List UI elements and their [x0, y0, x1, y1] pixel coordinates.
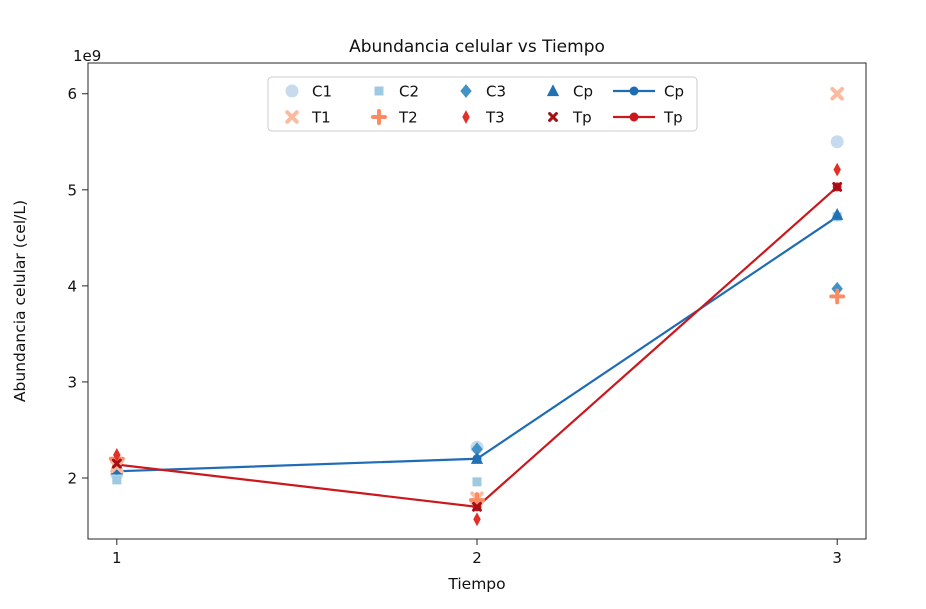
series-Tp-point — [472, 501, 482, 512]
legend-label: T2 — [398, 109, 418, 127]
series-T2-point — [469, 492, 485, 509]
axes: 1 2 3 2 3 4 5 6 — [67, 85, 842, 567]
legend-frame — [267, 76, 698, 132]
legend-label: Cp — [664, 83, 684, 101]
x-axis-label: Tiempo — [447, 575, 505, 593]
legend-marker — [462, 110, 470, 124]
series-Cp-point — [831, 208, 844, 220]
series-Tp-point — [832, 182, 843, 192]
legend-marker — [374, 86, 384, 96]
series-T2-point — [829, 288, 846, 305]
series-Tp-point — [111, 458, 122, 469]
series-C2-point — [472, 477, 482, 487]
series-T3-point — [833, 162, 841, 177]
legend-entry-T1: T1 — [285, 109, 331, 127]
series-C1-point — [830, 135, 844, 149]
axes-border — [87, 62, 867, 540]
series-Cp-point — [470, 452, 484, 464]
legend: C1 T1 C2 T2 C3 T3 Cp Tp Cp Tp — [267, 76, 698, 132]
legend-marker — [629, 112, 639, 122]
x-tick-label: 1 — [112, 549, 122, 567]
legend-label: Cp — [573, 83, 593, 101]
legend-marker — [285, 110, 299, 124]
legend-label: T3 — [485, 109, 505, 127]
legend-marker — [548, 112, 558, 122]
series-C3-point — [471, 442, 483, 457]
x-tick-label: 2 — [472, 549, 482, 567]
legend-entry-T2: T2 — [371, 109, 418, 127]
legend-marker — [546, 84, 560, 97]
y-axis-offset-label: 1e9 — [73, 47, 101, 65]
legend-label: C1 — [312, 83, 332, 101]
chart-title: Abundancia celular vs Tiempo — [349, 37, 605, 57]
series — [108, 86, 846, 527]
legend-marker — [371, 109, 387, 125]
y-tick-label: 6 — [67, 85, 77, 103]
y-tick-label: 2 — [67, 469, 77, 487]
y-tick-label: 4 — [67, 277, 77, 295]
legend-entry-C2: C2 — [374, 83, 419, 101]
y-tick-label: 5 — [67, 181, 77, 199]
series-T3-point — [473, 512, 481, 527]
y-tick-label: 3 — [67, 373, 77, 391]
legend-label: C3 — [486, 83, 506, 101]
legend-entry-Tp: Tp — [548, 109, 592, 127]
legend-entry-C3: C3 — [460, 83, 506, 101]
legend-label: Tp — [572, 109, 592, 127]
series-T1-point — [830, 86, 844, 101]
legend-label: Tp — [663, 109, 683, 127]
series-C2-point — [112, 475, 122, 485]
legend-entry-C1: C1 — [285, 83, 332, 101]
legend-marker — [460, 84, 472, 98]
series-T3-scatter — [113, 162, 841, 527]
legend-entry-Cp: Cp — [613, 83, 684, 101]
legend-marker — [285, 84, 299, 98]
legend-entry-T3: T3 — [462, 109, 505, 127]
legend-entry-Cp: Cp — [546, 83, 593, 101]
series-Tp-scatter — [111, 182, 843, 512]
legend-label: C2 — [399, 83, 419, 101]
legend-marker — [629, 86, 639, 96]
legend-entry-Tp: Tp — [613, 109, 683, 127]
y-axis-label: Abundancia celular (cel/L) — [11, 200, 29, 402]
legend-label: T1 — [311, 109, 331, 127]
series-T3-point — [113, 448, 121, 462]
x-tick-label: 3 — [832, 549, 842, 567]
